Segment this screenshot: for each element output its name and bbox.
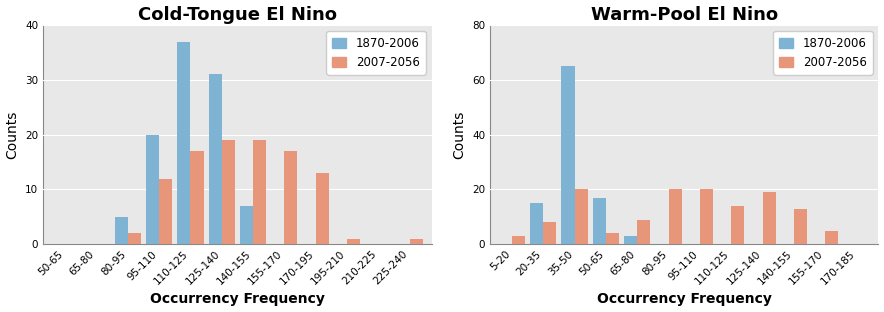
Title: Warm-Pool El Nino: Warm-Pool El Nino xyxy=(591,6,778,23)
Bar xyxy=(763,192,775,244)
Bar xyxy=(794,209,807,244)
Bar xyxy=(512,236,525,244)
Bar xyxy=(190,151,203,244)
Bar xyxy=(115,217,127,244)
Bar xyxy=(146,135,159,244)
Bar xyxy=(127,233,141,244)
Bar xyxy=(240,206,253,244)
Legend: 1870-2006, 2007-2056: 1870-2006, 2007-2056 xyxy=(774,31,873,75)
Bar xyxy=(592,198,606,244)
Bar xyxy=(209,75,222,244)
Bar xyxy=(159,178,172,244)
Bar xyxy=(177,41,190,244)
Bar xyxy=(222,140,235,244)
Bar xyxy=(668,189,682,244)
Bar xyxy=(606,233,619,244)
Bar xyxy=(825,231,838,244)
Legend: 1870-2006, 2007-2056: 1870-2006, 2007-2056 xyxy=(326,31,426,75)
Bar xyxy=(347,239,360,244)
Y-axis label: Counts: Counts xyxy=(453,110,467,159)
Y-axis label: Counts: Counts xyxy=(5,110,19,159)
Bar xyxy=(561,66,575,244)
Bar xyxy=(637,220,651,244)
Bar xyxy=(530,203,544,244)
Title: Cold-Tongue El Nino: Cold-Tongue El Nino xyxy=(138,6,337,23)
X-axis label: Occurrency Frequency: Occurrency Frequency xyxy=(150,292,324,306)
Bar xyxy=(253,140,266,244)
Bar xyxy=(731,206,744,244)
Bar xyxy=(575,189,588,244)
Bar xyxy=(624,236,637,244)
Bar xyxy=(409,239,423,244)
Bar xyxy=(544,222,556,244)
Bar xyxy=(285,151,298,244)
Bar xyxy=(700,189,713,244)
X-axis label: Occurrency Frequency: Occurrency Frequency xyxy=(597,292,772,306)
Bar xyxy=(316,173,329,244)
